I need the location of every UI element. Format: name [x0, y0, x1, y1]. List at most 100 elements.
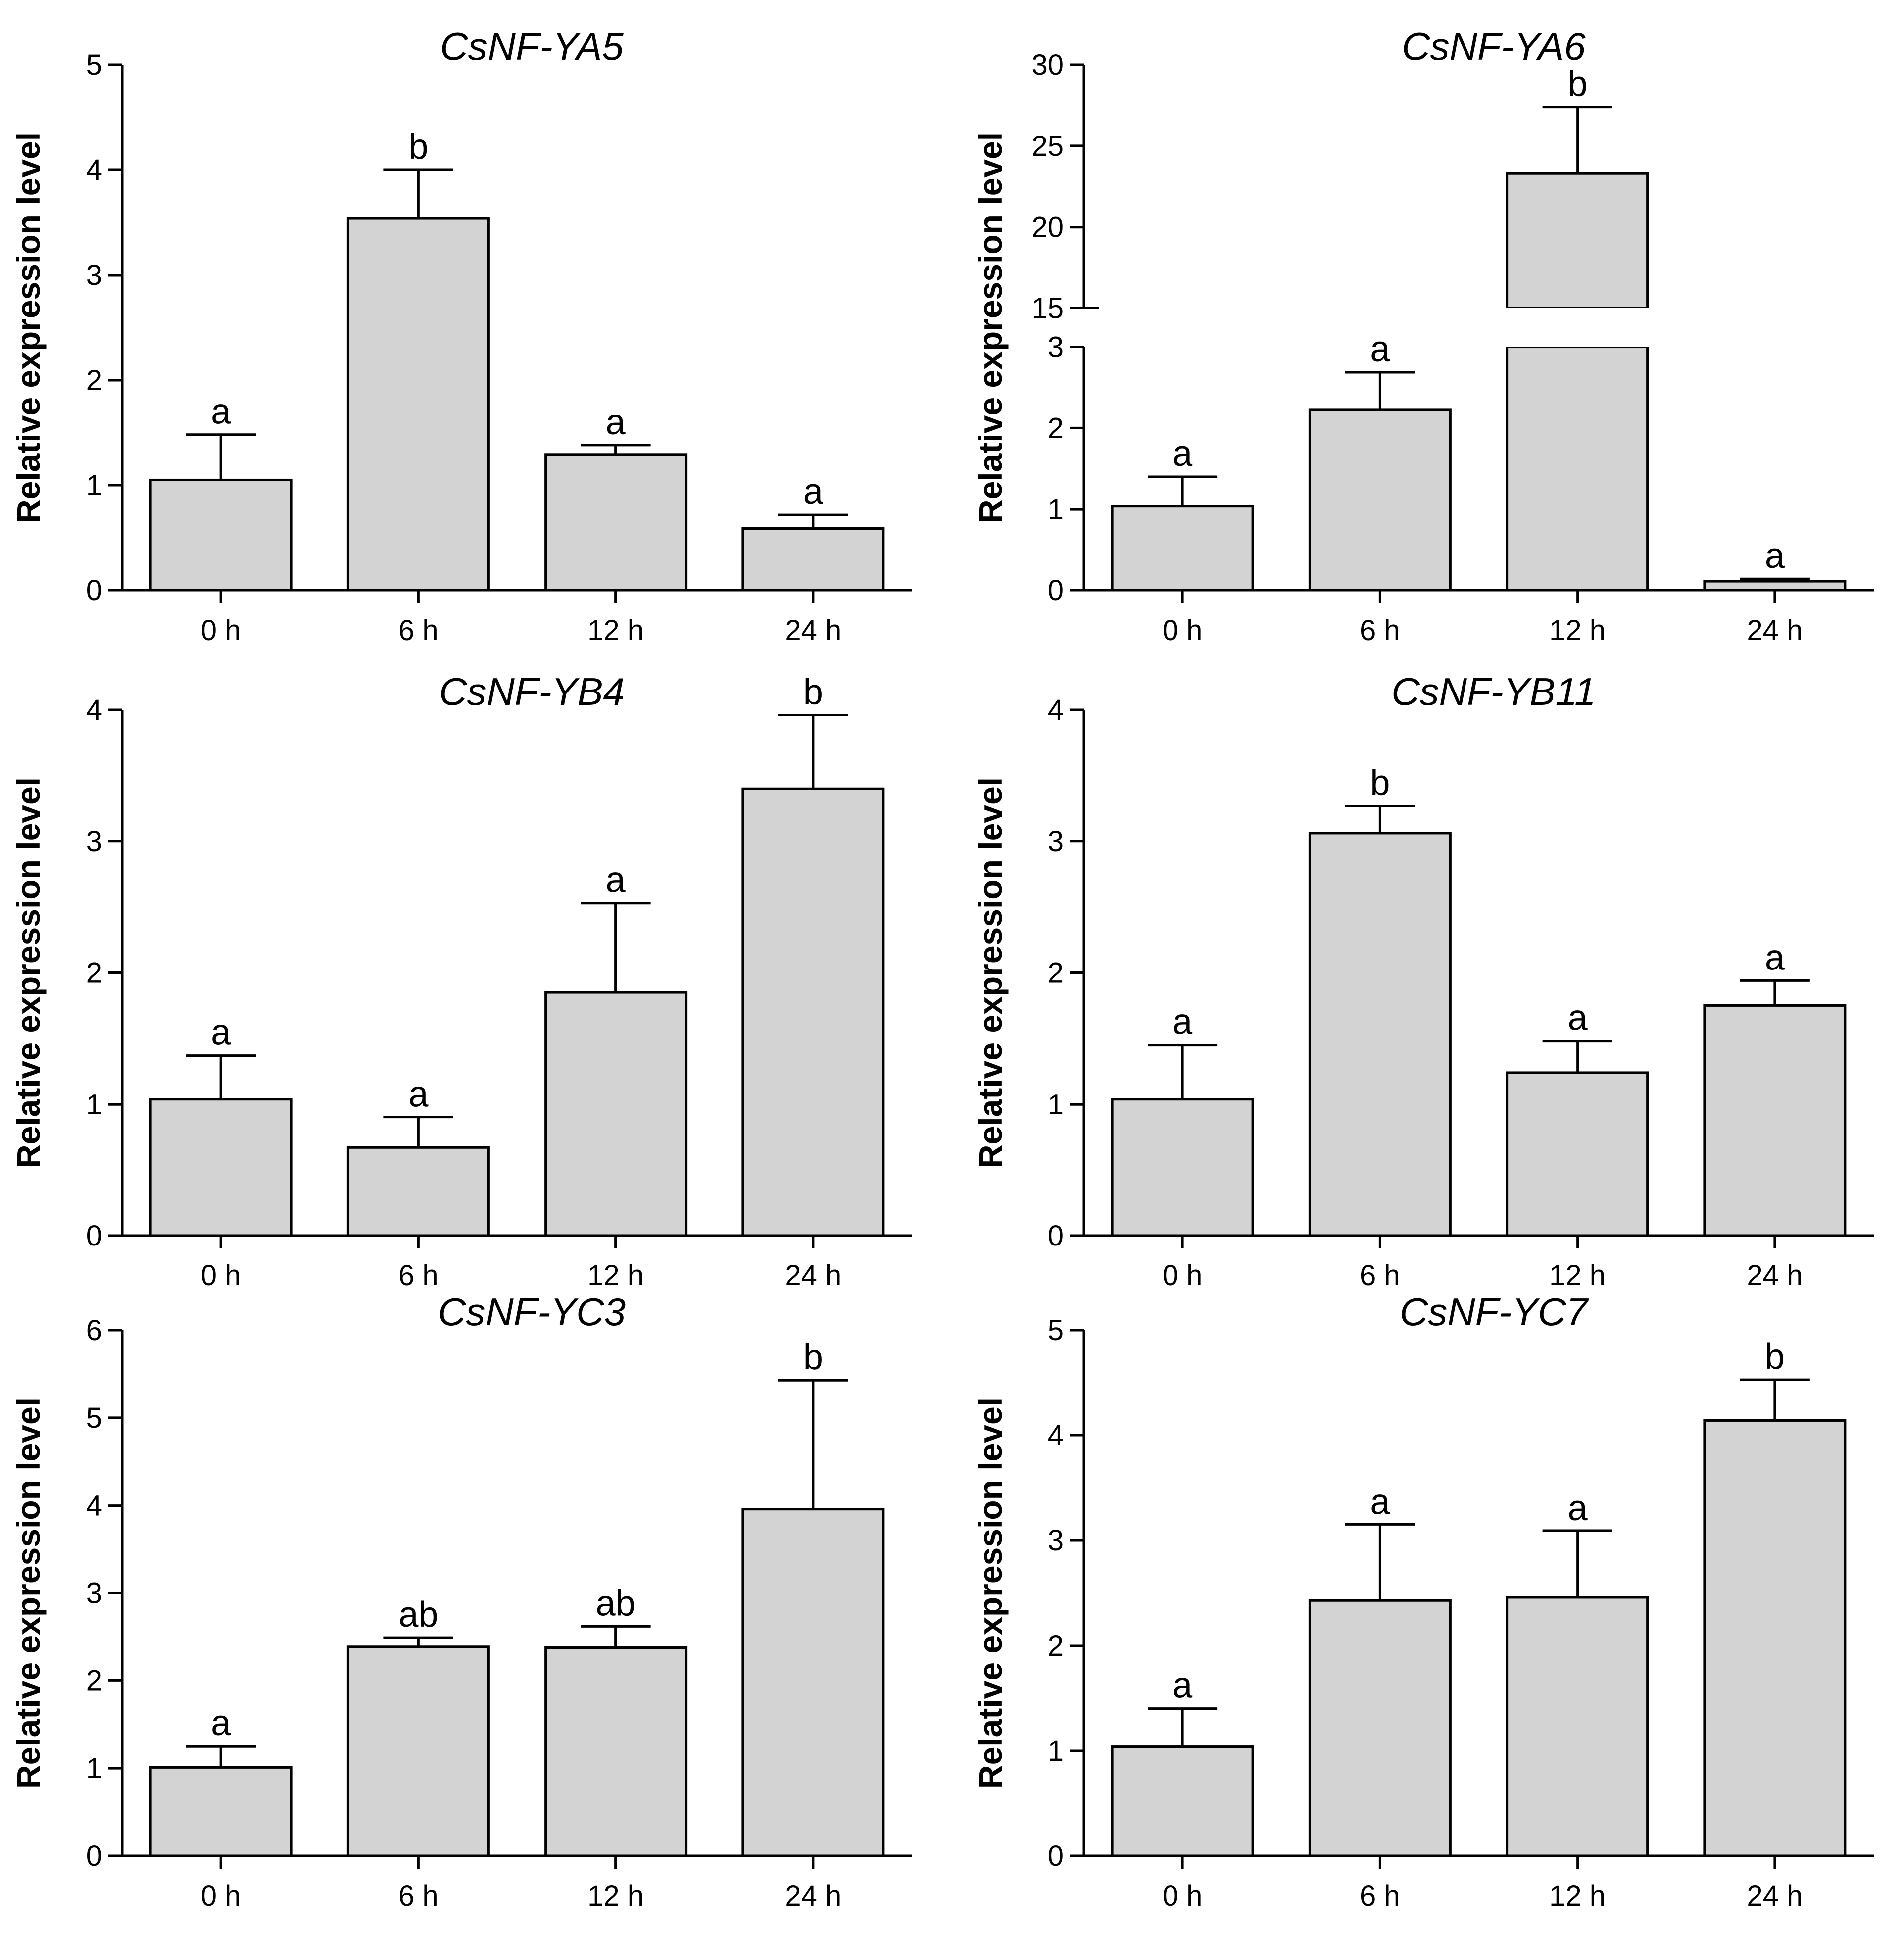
y-tick-label: 0: [1048, 1840, 1064, 1872]
significance-label: a: [803, 472, 824, 512]
significance-label: a: [1370, 329, 1390, 369]
y-tick-label: 4: [1048, 694, 1064, 726]
y-tick-label: 0: [1048, 574, 1064, 607]
y-tick-label: 1: [86, 1752, 102, 1785]
x-tick-label: 12 h: [587, 1259, 644, 1292]
significance-label: a: [1370, 1482, 1390, 1522]
y-tick-label: 1: [1048, 1735, 1064, 1767]
bar: [544, 991, 688, 1237]
x-tick-label: 24 h: [1747, 1880, 1803, 1912]
chart-panel-1: CsNF-YA5 Relative expression level 0 1 2 3 4 5 a…: [10, 24, 912, 647]
bar: [1506, 346, 1649, 592]
x-tick-label: 12 h: [1549, 614, 1606, 647]
bar: [1703, 1419, 1847, 1857]
x-tick-label: 6 h: [398, 1880, 439, 1912]
y-tick-label: 5: [1048, 1314, 1064, 1347]
x-tick-label: 12 h: [1549, 1259, 1606, 1292]
significance-label: a: [211, 392, 231, 432]
bar: [1506, 1071, 1649, 1237]
y-tick-label: 20: [1031, 211, 1064, 244]
x-tick-label: 24 h: [785, 614, 841, 647]
significance-label: b: [1370, 763, 1390, 803]
y-tick-label: 25: [1031, 130, 1064, 162]
bar: [1703, 1004, 1847, 1237]
x-tick-label: 24 h: [785, 1259, 841, 1292]
y-tick-label: 2: [1048, 957, 1064, 989]
significance-label: a: [211, 1013, 231, 1053]
y-tick-label: 4: [86, 1490, 102, 1522]
bar: [149, 478, 293, 592]
y-tick-label: 4: [1048, 1419, 1064, 1452]
bar: [1506, 1596, 1649, 1857]
significance-label: a: [1172, 1002, 1193, 1042]
chart-title: CsNF-YA6: [1402, 24, 1586, 68]
bar: [346, 1645, 490, 1857]
bar: [1506, 172, 1649, 310]
y-tick-label: 3: [86, 826, 102, 858]
significance-label: a: [1172, 1666, 1193, 1706]
x-tick-label: 0 h: [201, 614, 241, 647]
x-tick-label: 24 h: [1747, 614, 1803, 647]
y-axis-label: Relative expression level: [10, 1397, 47, 1789]
y-tick-label: 2: [1048, 1630, 1064, 1662]
bar: [149, 1098, 293, 1237]
bar: [1111, 505, 1254, 592]
bar: [741, 1508, 885, 1857]
bar: [1308, 1599, 1452, 1857]
significance-label: a: [408, 1075, 429, 1114]
significance-label: a: [1568, 1488, 1588, 1528]
chart-title: CsNF-YC7: [1400, 1290, 1589, 1334]
x-tick-label: 6 h: [1360, 1259, 1400, 1292]
bar: [544, 1646, 688, 1857]
significance-label: a: [211, 1703, 231, 1743]
bar: [1111, 1098, 1254, 1237]
y-tick-label: 3: [86, 259, 102, 291]
chart-panel-5: CsNF-YC3 Relative expression level 0 1 2 3 4 5 6…: [10, 1290, 912, 1912]
bar: [544, 453, 688, 592]
chart-title: CsNF-YB4: [439, 670, 625, 713]
significance-label: b: [803, 1337, 823, 1377]
chart-panel-4: CsNF-YB11 Relative expression level 0 1 2 3 4 a…: [972, 670, 1874, 1292]
chart-title: CsNF-YB11: [1391, 670, 1596, 713]
bar: [1111, 1745, 1254, 1857]
bar: [1703, 580, 1847, 592]
x-tick-label: 6 h: [398, 614, 439, 647]
significance-label: ab: [398, 1595, 438, 1635]
y-axis-label: Relative expression level: [10, 132, 47, 523]
x-tick-label: 24 h: [1747, 1259, 1803, 1292]
y-tick-label: 0: [86, 574, 102, 607]
bar: [741, 527, 885, 592]
x-tick-label: 0 h: [201, 1880, 241, 1912]
y-tick-label: 1: [86, 469, 102, 502]
significance-label: b: [1765, 1337, 1785, 1377]
significance-label: a: [1765, 536, 1785, 576]
bar: [1308, 832, 1452, 1237]
y-tick-label: 1: [1048, 493, 1064, 526]
significance-label: a: [1568, 998, 1588, 1038]
significance-label: a: [1172, 434, 1193, 474]
y-tick-label: 6: [86, 1314, 102, 1347]
bar: [1308, 408, 1452, 592]
significance-label: a: [606, 403, 626, 442]
y-axis-label: Relative expression level: [972, 132, 1009, 523]
x-tick-label: 6 h: [398, 1259, 439, 1292]
x-tick-label: 0 h: [1163, 1880, 1203, 1912]
bar-break-gap: [1505, 308, 1650, 347]
y-tick-label: 3: [1048, 331, 1064, 364]
y-tick-label: 5: [86, 49, 102, 81]
bar: [741, 787, 885, 1237]
significance-label: b: [408, 127, 428, 167]
chart-panel-2: CsNF-YA6 Relative expression level 0 1 2 3 15 2…: [972, 24, 1874, 647]
bar: [346, 1146, 490, 1237]
y-axis-label: Relative expression level: [10, 777, 47, 1168]
y-tick-label: 2: [1048, 412, 1064, 444]
bar: [149, 1766, 293, 1857]
x-tick-label: 0 h: [1163, 614, 1203, 647]
y-axis-label: Relative expression level: [972, 777, 1009, 1168]
x-tick-label: 12 h: [587, 614, 644, 647]
y-axis-label: Relative expression level: [972, 1397, 1009, 1789]
y-tick-label: 2: [86, 957, 102, 989]
bar: [346, 217, 490, 592]
chart-panel-3: CsNF-YB4 Relative expression level 0 1 2 3 4 a 0…: [10, 670, 912, 1292]
significance-label: a: [606, 860, 626, 900]
